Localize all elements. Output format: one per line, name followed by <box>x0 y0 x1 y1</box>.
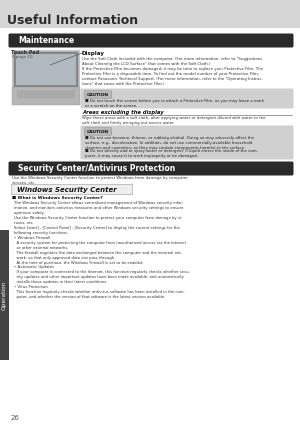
Text: 26: 26 <box>11 415 20 421</box>
FancyBboxPatch shape <box>80 126 293 159</box>
Text: Operation: Operation <box>2 280 7 310</box>
Text: Useful Information: Useful Information <box>7 14 138 26</box>
FancyBboxPatch shape <box>16 54 76 85</box>
FancyBboxPatch shape <box>8 162 293 176</box>
FancyBboxPatch shape <box>11 184 133 195</box>
Text: Use the Windows Security Center function to protect Windows from damage by compu: Use the Windows Security Center function… <box>12 176 188 185</box>
Text: Windows Security Center: Windows Security Center <box>17 187 117 193</box>
FancyBboxPatch shape <box>0 230 9 360</box>
FancyBboxPatch shape <box>12 87 80 105</box>
Text: ↗ page 20: ↗ page 20 <box>11 55 32 59</box>
Text: The Windows Security Center allows centralized management of Windows security in: The Windows Security Center allows centr… <box>14 201 190 299</box>
Text: Areas excluding the display: Areas excluding the display <box>82 110 164 115</box>
FancyBboxPatch shape <box>84 128 112 135</box>
Text: Maintenance: Maintenance <box>18 36 74 45</box>
Text: ■ Do not directly add or spray water or detergent. If liquid enters the inside o: ■ Do not directly add or spray water or … <box>85 149 258 158</box>
Text: Security Center/Antivirus Protection: Security Center/Antivirus Protection <box>18 164 175 173</box>
FancyBboxPatch shape <box>14 52 78 87</box>
Text: CAUTION: CAUTION <box>87 93 109 97</box>
Text: ■ Do not use benzene, thinner, or rubbing alcohol. Doing so may adversely affect: ■ Do not use benzene, thinner, or rubbin… <box>85 136 254 150</box>
Text: Display: Display <box>82 51 105 56</box>
FancyBboxPatch shape <box>17 90 75 98</box>
FancyBboxPatch shape <box>80 89 293 109</box>
FancyBboxPatch shape <box>12 50 80 105</box>
FancyBboxPatch shape <box>0 0 300 28</box>
Text: ■ Do not touch the screen before you re-attach a Protective Film, as you may lea: ■ Do not touch the screen before you re-… <box>85 99 264 108</box>
Text: Use the Soft Cloth included with the computer. (For more information, refer to ": Use the Soft Cloth included with the com… <box>82 57 263 86</box>
Text: Touch Pad: Touch Pad <box>11 50 39 55</box>
Text: CAUTION: CAUTION <box>87 130 109 134</box>
Text: ■ What is Windows Security Center?: ■ What is Windows Security Center? <box>12 196 103 200</box>
FancyBboxPatch shape <box>8 33 293 47</box>
Text: Wipe these areas with a soft cloth, after applying water or detergent diluted wi: Wipe these areas with a soft cloth, afte… <box>82 116 266 125</box>
FancyBboxPatch shape <box>0 28 300 424</box>
FancyBboxPatch shape <box>84 91 112 98</box>
